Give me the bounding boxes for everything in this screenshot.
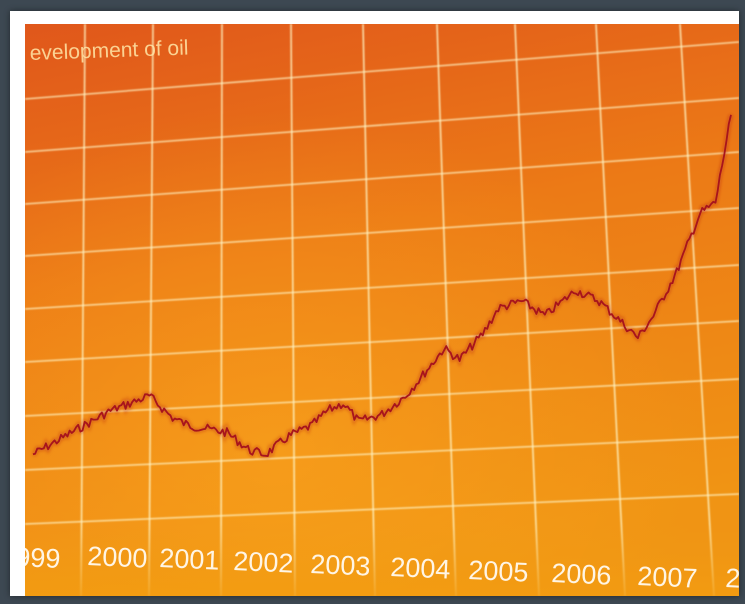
photo-glow [25, 24, 739, 596]
oil-price-photo: evelopment of oil 999 2000 2001 2002 2003 200… [25, 24, 739, 596]
grid-vertical-line [436, 24, 457, 596]
grid-horizontal-line [25, 378, 739, 417]
year-label: 2000 [87, 541, 148, 574]
grid-horizontal-line [25, 97, 739, 153]
year-label: 2 [725, 563, 739, 594]
year-label: 2006 [551, 558, 612, 591]
chart-caption: evelopment of oil [29, 36, 188, 65]
grid-horizontal-line [25, 151, 739, 205]
bottom-fade [25, 524, 739, 596]
photo-card: evelopment of oil 999 2000 2001 2002 2003 200… [10, 11, 739, 596]
grid-horizontal-line [25, 41, 739, 100]
year-label: 2007 [637, 561, 698, 594]
grid-vertical-line [679, 24, 715, 596]
oil-price-line [32, 114, 732, 457]
oil-price-chart-image: evelopment of oil 999 2000 2001 2002 2003 200… [25, 24, 739, 596]
chart-grid [25, 24, 739, 596]
year-label: 2002 [233, 546, 294, 579]
year-label: 2001 [159, 543, 220, 576]
grid-horizontal-line [25, 264, 739, 310]
grid-horizontal-line [25, 207, 739, 257]
grid-vertical-line [148, 24, 154, 596]
grid-horizontal-line [25, 320, 739, 363]
price-line-group [32, 114, 733, 459]
year-label: 2004 [390, 552, 451, 585]
grid-vertical-line [362, 24, 376, 596]
x-axis-year-labels: 999 2000 2001 2002 2003 2004 2005 2006 2007 2 [25, 541, 739, 594]
grid-vertical-line [290, 24, 296, 596]
grid-horizontal-line [25, 493, 739, 525]
year-label: 2005 [468, 555, 529, 588]
year-label: 2003 [310, 549, 371, 582]
grid-vertical-line [220, 24, 223, 596]
year-label: 999 [25, 542, 61, 574]
grid-horizontal-line [25, 436, 739, 471]
grid-vertical-line [514, 24, 540, 596]
grid-vertical-line [80, 24, 86, 596]
